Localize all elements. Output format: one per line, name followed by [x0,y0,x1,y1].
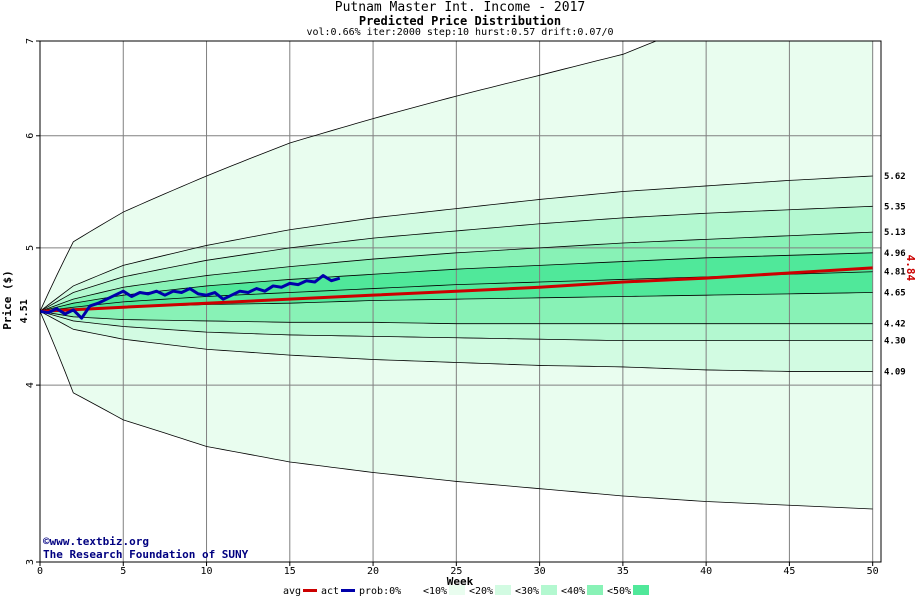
legend-swatch [403,585,419,595]
legend-label: <50% [607,586,631,597]
x-tick-label: 10 [201,566,213,577]
legend-label: avg [283,586,301,597]
percentile-label: 4.96 [884,249,906,259]
percentile-label: 4.30 [884,337,906,347]
series-line-act [39,274,341,320]
x-tick-label: 0 [37,566,43,577]
plot-frame [39,40,882,563]
y-axis-title: Price ($) [1,270,14,330]
x-axis-title: Week [447,575,474,588]
percentile-label: 4.42 [884,320,906,330]
percentile-line [39,175,873,312]
y-tick-label: 5 [25,245,36,251]
percentile-line [39,252,873,312]
y-tick-label: 3 [25,559,36,565]
x-tick-label: 15 [284,566,296,577]
percentile-label: 5.13 [884,228,906,238]
x-tick-label: 20 [367,566,379,577]
watermark-line: The Research Foundation of SUNY [43,548,249,561]
legend-label: <30% [515,586,539,597]
percentile-label: 4.65 [884,289,906,299]
legend-label: <20% [469,586,493,597]
y-tick-label: 4 [25,382,36,388]
legend-swatch [341,589,355,592]
legend-label: prob:0% [359,586,401,597]
legend-swatch [495,585,511,595]
percentile-line [39,205,873,312]
watermark-line: ©www.textbiz.org [43,535,149,548]
x-tick-label: 40 [700,566,712,577]
legend-swatch [587,585,603,595]
start-value-label: 4.51 [19,299,30,323]
y-tick-label: 6 [25,133,36,139]
percentile-label: 5.35 [884,202,906,212]
percentile-label: 4.81 [884,268,906,278]
chart-title: Putnam Master Int. Income - 2017 [334,0,586,15]
x-tick-label: 30 [534,566,546,577]
x-tick-label: 35 [617,566,629,577]
percentile-line [39,231,873,312]
series-line-avg [39,266,873,313]
legend-swatch [303,589,317,592]
percentile-line [39,310,873,372]
legend-label: <40% [561,586,585,597]
x-tick-label: 45 [783,566,795,577]
legend-swatch [449,585,465,595]
legend-label: <10% [423,586,447,597]
x-tick-label: 5 [120,566,126,577]
legend-swatch [633,585,649,595]
chart-subtitle: Predicted Price Distribution [358,14,562,28]
chart-params: vol:0.66% iter:2000 step:10 hurst:0.57 d… [306,27,614,38]
percentile-line [39,311,873,510]
percentile-line [39,310,873,325]
y-tick-label: 7 [25,38,36,44]
percentile-line [39,310,873,342]
legend-label: act [321,586,339,597]
x-tick-label: 50 [867,566,879,577]
percentile-label: 4.09 [884,367,906,377]
legend-swatch [541,585,557,595]
end-value-label: 4.84 [904,255,917,282]
percentile-label: 5.62 [884,172,906,182]
x-tick-label: 25 [450,566,462,577]
